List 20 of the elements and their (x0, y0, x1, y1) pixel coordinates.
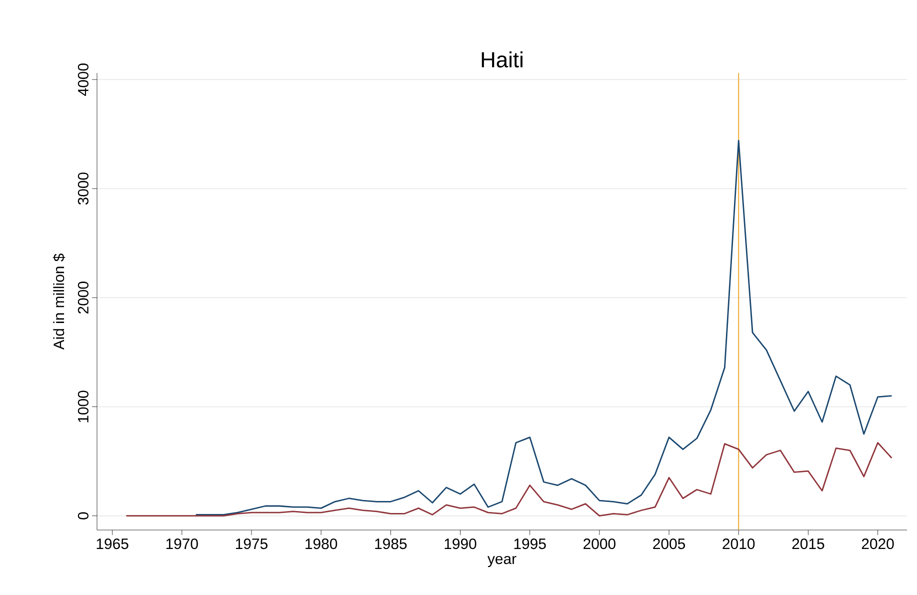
y-tick-label: 2000 (78, 282, 88, 314)
chart-title: Haiti (482, 51, 522, 68)
x-tick-label: 2000 (584, 538, 616, 550)
y-axis-title: Aid in million $ (52, 254, 66, 350)
x-tick-label: 1975 (236, 538, 268, 550)
x-axis-title: year (488, 556, 516, 568)
x-tick-label: 2005 (653, 538, 686, 550)
x-tick-label: 2010 (722, 538, 755, 550)
x-tick-label: 1980 (306, 538, 338, 550)
y-tick-label: 4000 (78, 64, 88, 96)
y-tick-label: 0 (78, 512, 88, 520)
x-tick-label: 1995 (514, 538, 546, 550)
y-tick-label: 3000 (78, 172, 88, 205)
x-tick-label: 1970 (166, 538, 198, 550)
x-tick-label: 1965 (96, 538, 128, 550)
x-tick-label: 2015 (792, 538, 824, 550)
x-tick-label: 1985 (375, 538, 407, 550)
x-tick-label: 1990 (444, 538, 476, 550)
y-tick-label: 1000 (78, 390, 88, 422)
x-tick-label: 2020 (862, 538, 894, 550)
